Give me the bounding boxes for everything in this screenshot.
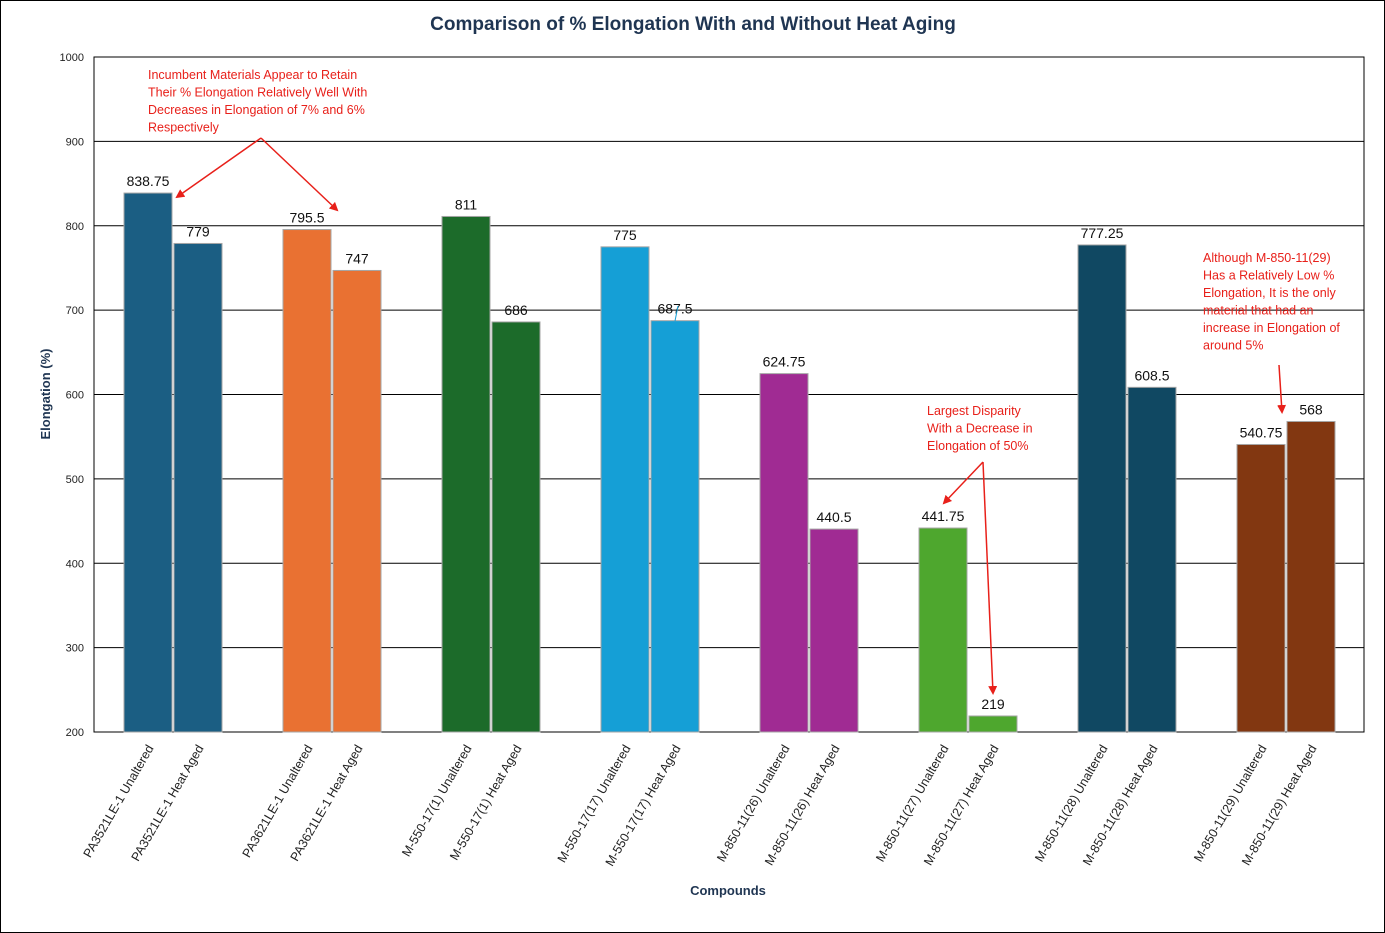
data-label: 540.75 [1240, 424, 1283, 440]
bar [1127, 386, 1177, 733]
y-tick-label: 900 [66, 136, 84, 148]
annotation-text: Decreases in Elongation of 7% and 6% [148, 103, 365, 117]
x-axis-title: Compounds [690, 883, 766, 898]
annotation-text: increase in Elongation of [1203, 321, 1340, 335]
bar [491, 321, 541, 733]
annotation-text: Elongation, It is the only [1203, 286, 1336, 300]
bar [600, 246, 650, 733]
annotation-text: Incumbent Materials Appear to Retain [148, 68, 357, 82]
annotation-arrow [260, 137, 339, 212]
data-label: 779 [186, 223, 210, 239]
bar [809, 528, 859, 733]
data-label: 608.5 [1134, 367, 1169, 383]
data-label: 775 [613, 227, 637, 243]
annotation-text: Elongation of 50% [927, 439, 1028, 453]
data-label: 777.25 [1081, 225, 1124, 241]
data-label: 686 [504, 302, 528, 318]
data-label: 624.75 [763, 354, 806, 370]
data-label: 568 [1299, 402, 1323, 418]
data-label: 838.75 [127, 173, 170, 189]
data-label: 747 [345, 250, 369, 266]
annotation-text: material that had an [1203, 304, 1314, 318]
bar [1077, 244, 1127, 733]
data-labels: 838.75 779 795.5 747 811 686 775 687.5 624.75 440… [127, 173, 1323, 712]
y-tick-label: 800 [66, 221, 84, 233]
annotation-arrow [175, 137, 262, 199]
annotation-text: Their % Elongation Relatively Well With [148, 86, 367, 100]
data-label: 441.75 [922, 508, 965, 524]
annotations: Incumbent Materials Appear to Retain Thei… [148, 68, 1340, 695]
bar [759, 373, 809, 733]
y-tick-label: 500 [66, 474, 84, 486]
annotation-text: around 5% [1203, 339, 1263, 353]
bar [1236, 443, 1286, 733]
data-label: 440.5 [816, 509, 851, 525]
data-label: 687.5 [657, 301, 692, 317]
bar [1286, 421, 1336, 733]
data-label: 811 [455, 196, 478, 212]
bar [650, 320, 700, 733]
bar [918, 527, 968, 733]
y-tick-label: 400 [66, 558, 84, 570]
label-leader-line [674, 305, 679, 322]
bar [123, 192, 173, 733]
y-axis-title: Elongation (%) [38, 349, 53, 440]
y-tick-label: 700 [66, 305, 84, 317]
bar [968, 715, 1018, 733]
annotation-arrow [942, 461, 984, 505]
annotation-arrow [982, 461, 998, 695]
chart-title: Comparison of % Elongation With and With… [430, 14, 956, 35]
bar [173, 242, 223, 733]
annotation-text: With a Decrease in [927, 422, 1033, 436]
y-tick-label: 300 [66, 643, 84, 655]
y-tick-label: 200 [66, 727, 84, 739]
annotation-text: Although M-850-11(29) [1203, 251, 1331, 265]
bars [123, 192, 1336, 733]
y-tick-label: 1000 [60, 52, 84, 64]
annotation-text: Has a Relatively Low % [1203, 269, 1334, 283]
annotation-text: Respectively [148, 121, 220, 135]
annotation-text: Largest Disparity [927, 404, 1022, 418]
y-tick-label: 600 [66, 390, 84, 402]
bar [441, 215, 491, 733]
data-label: 219 [981, 696, 1005, 712]
bar [332, 269, 382, 733]
data-label: 795.5 [289, 210, 324, 226]
bar [282, 229, 332, 733]
annotation-arrow [1277, 364, 1287, 414]
